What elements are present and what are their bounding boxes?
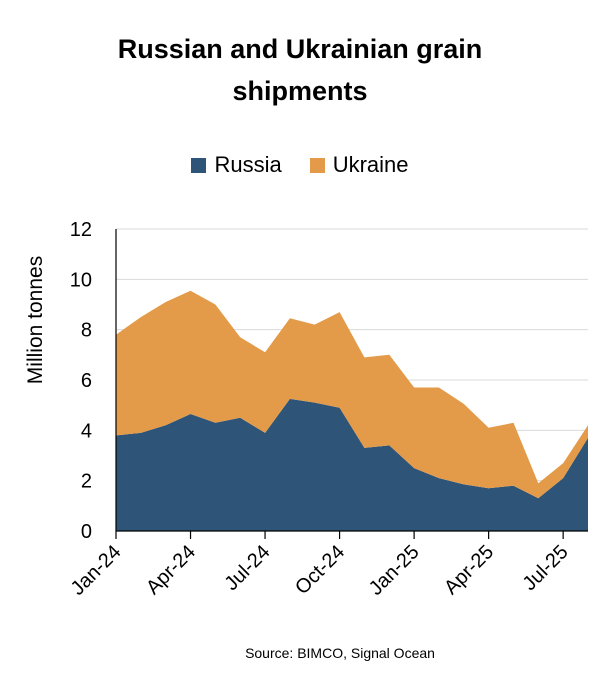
chart-title: Russian and Ukrainian grain shipments [0, 28, 600, 112]
x-tick-label: Jul-24 [221, 541, 275, 595]
area-series [116, 290, 588, 531]
y-tick-label: 0 [81, 521, 92, 543]
source-note: Source: BIMCO, Signal Ocean [245, 645, 435, 661]
y-tick-label: 4 [81, 420, 92, 442]
x-tick-label: Jan-25 [365, 541, 424, 600]
axes [115, 229, 588, 532]
chart-title-line1: Russian and Ukrainian grain [117, 34, 483, 64]
area-series-ukraine [116, 290, 588, 499]
x-tick-labels: Jan-24 Apr-24 Jul-24 Oct-24 Jan-25 Apr-25 Jul-… [67, 531, 573, 600]
area-series-russia [116, 398, 588, 531]
y-tick-label: 2 [81, 471, 92, 493]
x-tick-label: Apr-24 [142, 541, 200, 599]
y-tick-label: 10 [70, 269, 92, 291]
x-tick-label: Jul-25 [519, 541, 573, 595]
y-tick-label: 12 [70, 219, 92, 241]
y-tick-label: 8 [81, 320, 92, 342]
x-tick-label: Apr-25 [440, 541, 498, 599]
legend-label-ukraine: Ukraine [332, 152, 409, 177]
legend-label-russia: Russia [214, 152, 282, 177]
legend-item-russia: Russia [191, 152, 282, 178]
y-axis-title: Million tonnes [24, 256, 47, 384]
x-tick-label: Jan-24 [67, 541, 126, 600]
legend-swatch-russia [191, 157, 207, 173]
chart-title-line2: shipments [232, 76, 368, 106]
chart-legend: Russia Ukraine [0, 152, 600, 178]
x-tick-label: Oct-24 [291, 541, 349, 599]
y-tick-label: 6 [81, 370, 92, 392]
y-tick-labels: 0 2 4 6 8 10 12 [70, 219, 92, 543]
legend-item-ukraine: Ukraine [309, 152, 409, 178]
legend-swatch-ukraine [309, 157, 325, 173]
